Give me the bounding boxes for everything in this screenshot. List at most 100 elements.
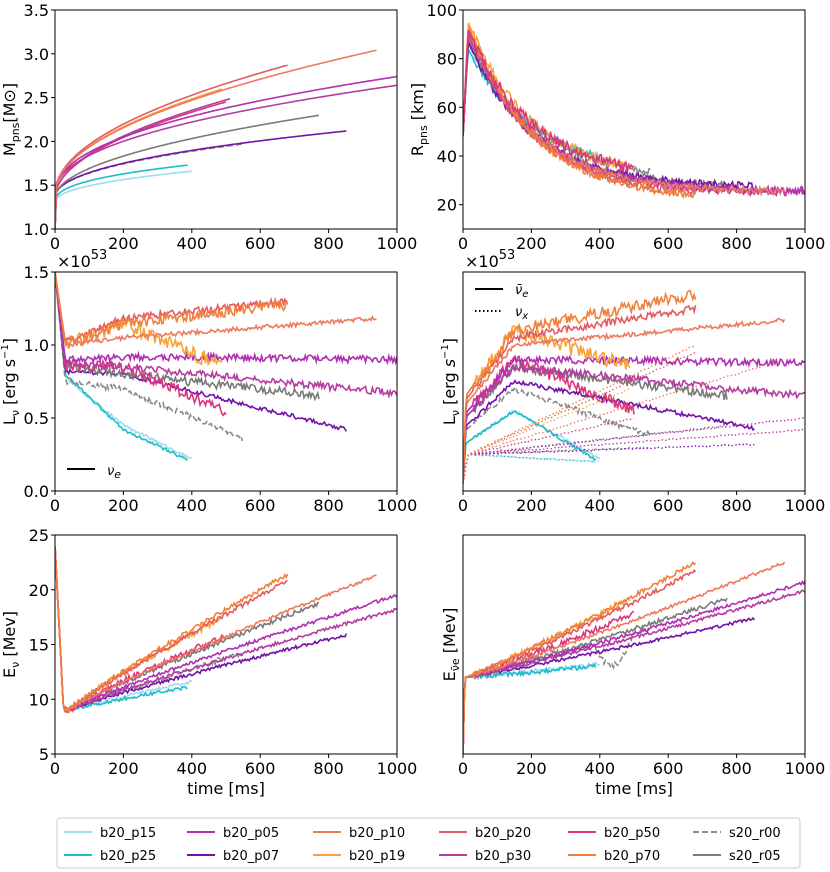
series-line-b20_p30	[55, 272, 397, 399]
series-group	[55, 49, 397, 229]
series-line-b20_p15	[55, 272, 193, 460]
y-tick-label: 20	[29, 581, 49, 600]
series-line-b20_p07	[55, 272, 348, 432]
y-tick-label: 1.5	[24, 263, 49, 282]
series-line-b20_p25	[55, 545, 189, 712]
series-line-nux-s20_r05	[463, 424, 728, 484]
x-axis-label: time [ms]	[595, 779, 673, 798]
x-tick-label: 200	[108, 234, 139, 253]
x-tick-label: 200	[108, 496, 139, 515]
x-tick-label: 800	[313, 234, 344, 253]
y-tick-label: 10	[29, 690, 49, 709]
series-line-s20_r05	[55, 272, 320, 402]
legend-text: ν̄e	[515, 283, 528, 300]
y-axis-label: Rpns [km]	[408, 83, 430, 156]
series-line-b20_p07	[463, 42, 755, 192]
x-tick-label: 600	[653, 234, 684, 253]
y-tick-label: 100	[426, 1, 457, 20]
y-tick-label: 2.0	[24, 132, 49, 151]
axes-frame	[54, 534, 398, 755]
x-tick-label: 600	[653, 759, 684, 778]
legend-text: νx	[515, 305, 528, 322]
y-tick-label: 1.0	[24, 220, 49, 239]
legend-label: b20_p10	[349, 826, 405, 841]
series-line-b20_p19	[463, 322, 631, 484]
series-group	[55, 272, 397, 461]
series-line-b20_p50	[463, 29, 635, 173]
x-tick-label: 400	[177, 234, 208, 253]
offset-text: ×1053	[57, 248, 107, 271]
x-tick-label: 1000	[785, 234, 826, 253]
series-line-b20_p15	[463, 660, 601, 754]
series-line-s20_r05	[55, 114, 320, 229]
series-line-b20_p70	[55, 272, 289, 349]
x-tick-label: 200	[108, 759, 139, 778]
series-line-b20_p07	[463, 616, 756, 754]
series-line-nux-s20_r00	[463, 446, 651, 484]
panel-enuebar: 0 200 400 600 800 1000 time [ms] Eν̄e [Mev]	[440, 534, 826, 798]
y-tick-label: 20	[437, 196, 457, 215]
axes-frame	[462, 271, 806, 492]
y-tick-label: 5	[39, 745, 49, 764]
series-line-b20_p15	[55, 170, 192, 229]
x-tick-label: 400	[177, 496, 208, 515]
x-tick-label: 1000	[377, 234, 418, 253]
offset-text: ×1053	[465, 248, 515, 271]
series-line-b20_p10	[55, 545, 377, 713]
x-tick-label: 200	[516, 496, 547, 515]
series-line-b20_p70	[55, 545, 289, 714]
y-tick-label: 25	[29, 526, 49, 545]
y-tick-label: 3.5	[24, 1, 49, 20]
series-line-b20_p05	[463, 580, 805, 754]
panel-lnue: 0 200 400 600 800 1000 0.0 0.5 1.0 1.5 Lν [erg s−1…	[0, 248, 417, 515]
x-tick-label: 1000	[785, 759, 826, 778]
x-tick-label: 0	[50, 234, 60, 253]
series-line-b20_p50	[55, 101, 227, 229]
y-tick-label: 0.0	[24, 482, 49, 501]
series-group	[55, 545, 397, 714]
panel-rpns: 0 200 400 600 800 1000 20 40 60 80 100 Rpns [km]	[408, 1, 825, 253]
series-line-b20_p05	[55, 272, 397, 366]
series-line-b20_p70	[463, 289, 697, 484]
y-tick-label: 0.5	[24, 409, 49, 428]
legend-label: b20_p70	[604, 849, 660, 864]
series-line-nux-b20_p07	[463, 443, 755, 484]
series-line-b20_p20	[55, 545, 288, 714]
y-tick-label: 80	[437, 50, 457, 69]
series-line-b20_p20	[55, 64, 288, 229]
legend-label: b20_p20	[475, 826, 531, 841]
x-tick-label: 800	[721, 759, 752, 778]
legend-text: νe	[107, 464, 121, 481]
legend-label: b20_p30	[475, 849, 531, 864]
series-line-b20_p20	[463, 304, 697, 484]
x-tick-label: 200	[516, 759, 547, 778]
y-axis-label: Lν [erg s−1]	[440, 338, 462, 425]
series-line-s20_r05	[55, 545, 319, 713]
legend: b20_p15 b20_p25 b20_p05 b20_p07 b20_p10 b20_p…	[56, 817, 801, 869]
series-line-b20_p05	[55, 75, 397, 229]
x-tick-label: 400	[177, 759, 208, 778]
series-line-b20_p10	[55, 49, 377, 229]
series-line-b20_p70	[463, 560, 697, 754]
series-line-s20_r05	[463, 361, 728, 484]
x-tick-label: 0	[50, 496, 60, 515]
series-line-b20_p30	[463, 589, 805, 754]
axes-frame	[54, 9, 398, 230]
series-line-s20_r00	[463, 623, 651, 754]
series-line-b20_p10	[463, 317, 786, 484]
y-axis-label: Lν [erg s−1]	[0, 338, 22, 425]
legend-frame	[56, 817, 801, 869]
x-tick-label: 1000	[785, 496, 826, 515]
x-tick-label: 0	[50, 759, 60, 778]
series-line-nux-b20_p05	[463, 416, 805, 484]
y-tick-label: 15	[29, 636, 49, 655]
series-line-b20_p19	[55, 272, 223, 367]
x-tick-label: 0	[458, 759, 468, 778]
series-line-b20_p07	[55, 130, 347, 229]
legend-label: s20_r05	[729, 849, 781, 864]
x-tick-label: 0	[458, 496, 468, 515]
axes-frame	[462, 534, 806, 755]
series-line-b20_p10	[55, 272, 377, 348]
